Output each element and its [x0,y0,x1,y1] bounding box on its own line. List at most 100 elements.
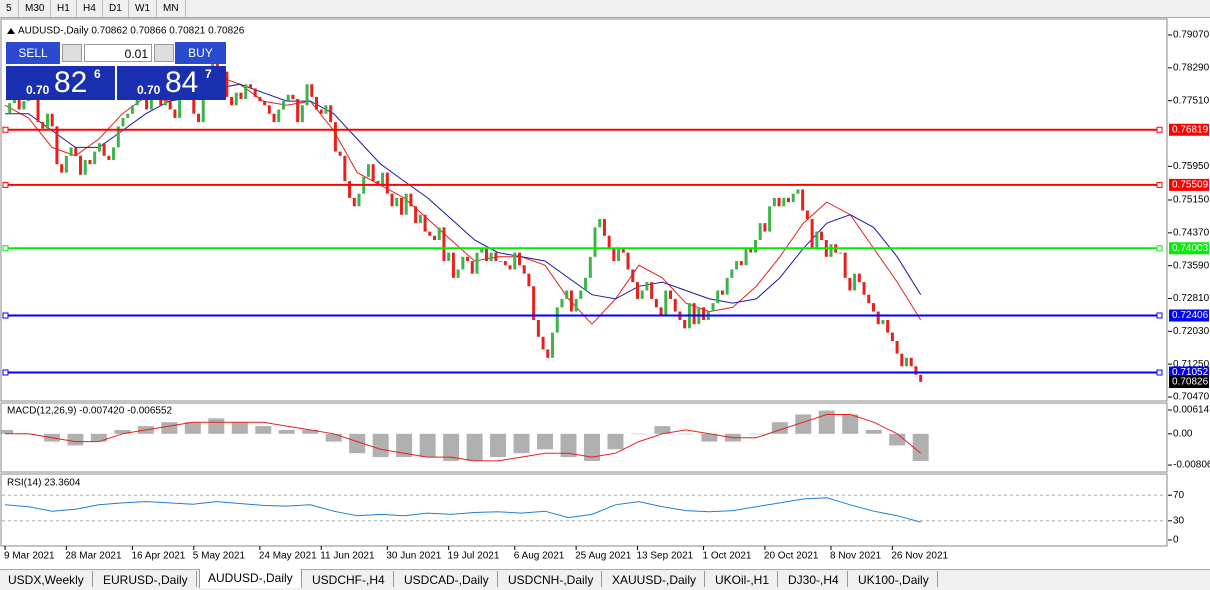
candle-body [890,332,894,342]
rsi-line [4,497,921,523]
candle-body [881,319,885,325]
candle-body [829,244,833,257]
chart-tab[interactable]: EURUSD-,Daily [95,571,197,587]
candle-body [569,290,573,312]
candle-body [414,206,418,224]
candle-body [621,248,625,253]
candle-body [263,101,267,106]
buy-button[interactable]: BUY [175,42,226,64]
sell-price[interactable]: 0.70 82 6 [6,66,115,100]
candle-body [310,84,314,97]
candle-body [612,248,616,262]
timeframe-button[interactable]: H1 [51,0,77,17]
candle-body [456,269,460,278]
level-label: 0.76819 [1172,124,1209,135]
candle-body [12,96,16,104]
candle-body [267,105,271,114]
candle-body [753,239,757,253]
candle-body [527,273,531,287]
candle-body [640,290,644,299]
candle-body [201,88,205,123]
buy-price[interactable]: 0.70 84 7 [117,66,226,100]
candle-body [230,96,234,106]
tab-bar: USDX,Weekly EURUSD-,Daily AUDUSD-,Daily USD… [0,569,1210,590]
last-price-label: 0.70826 [1172,377,1209,388]
candle-body [900,353,904,367]
candle-body [385,172,389,194]
timeframe-button[interactable]: 5 [0,0,19,17]
candle-body [772,197,776,207]
chart-tab[interactable]: USDCAD-,Daily [396,571,498,587]
candle-body [433,235,437,240]
lot-down[interactable] [62,44,82,62]
candle-body [409,193,413,207]
candle-body [848,277,852,291]
candle-body [555,307,559,333]
sell-prefix: 0.70 [26,83,50,97]
y-tick-label: 70 [1173,490,1185,501]
macd-bar [67,433,84,446]
candle-body [565,290,569,299]
sell-sup: 6 [94,67,101,81]
macd-bar [677,433,694,435]
candle-body [664,290,668,316]
macd-bar [114,429,131,434]
candle-body [650,282,654,299]
chart-tab[interactable]: AUDUSD-,Daily [199,569,302,588]
level-label: 0.71052 [1172,367,1209,378]
timeframe-button[interactable]: M30 [19,0,52,17]
candle-body [324,105,328,114]
chart-tab[interactable]: UK100-,Daily [850,571,938,587]
x-tick-label: 24 May 2021 [259,551,317,562]
candle-body [579,290,583,299]
chart-tab[interactable]: USDX,Weekly [0,571,93,587]
candle-body [857,273,861,283]
candle-body [286,94,290,102]
chart-tab[interactable]: XAUUSD-,Daily [604,571,706,587]
timeframe-button[interactable]: D1 [103,0,129,17]
sell-button[interactable]: SELL [6,42,60,64]
candle-body [348,181,352,198]
macd-bar [466,433,483,461]
candle-body [626,252,630,270]
level-label: 0.72406 [1172,310,1209,321]
candle-body [508,265,512,270]
candle-body [248,84,252,89]
y-tick-label: -0.008066 [1173,460,1210,471]
lot-up[interactable] [154,44,174,62]
chart-tab[interactable]: USDCNH-,Daily [500,571,603,587]
y-tick-label: 0.77510 [1173,95,1210,106]
macd-bar [231,422,248,434]
macd-bar [795,414,812,434]
candle-body [281,101,285,110]
candle-body [725,277,729,295]
chart-tab[interactable]: DJ30-,H4 [780,571,848,587]
candle-body [130,105,134,114]
candle-body [909,357,913,367]
toolbar: 5 M30 H1 H4 D1 W1 MN [0,0,1210,18]
candle-body [654,298,658,308]
candle-body [239,92,243,99]
timeframe-button[interactable]: W1 [129,0,157,17]
candle-body [88,160,92,165]
candle-body [338,151,342,156]
macd-bar [396,433,413,458]
chart-tab[interactable]: USDCHF-,H4 [304,571,394,587]
timeframe-button[interactable]: MN [157,0,186,17]
macd-bar [349,433,366,454]
candle-body [914,366,918,375]
level-handle [1156,312,1163,319]
candle-body [178,88,182,118]
lot-input[interactable]: 0.01 [84,44,152,62]
candle-body [55,126,59,165]
candle-body [291,94,295,99]
candle-body [79,155,83,175]
candle-body [234,92,238,106]
candle-body [503,261,507,266]
timeframe-button[interactable]: H4 [77,0,103,17]
candle-body [805,210,809,219]
macd-bar [771,422,788,434]
chart-tab[interactable]: UKOil-,H1 [707,571,779,587]
candle-body [253,88,257,97]
macd-bar [302,429,319,434]
